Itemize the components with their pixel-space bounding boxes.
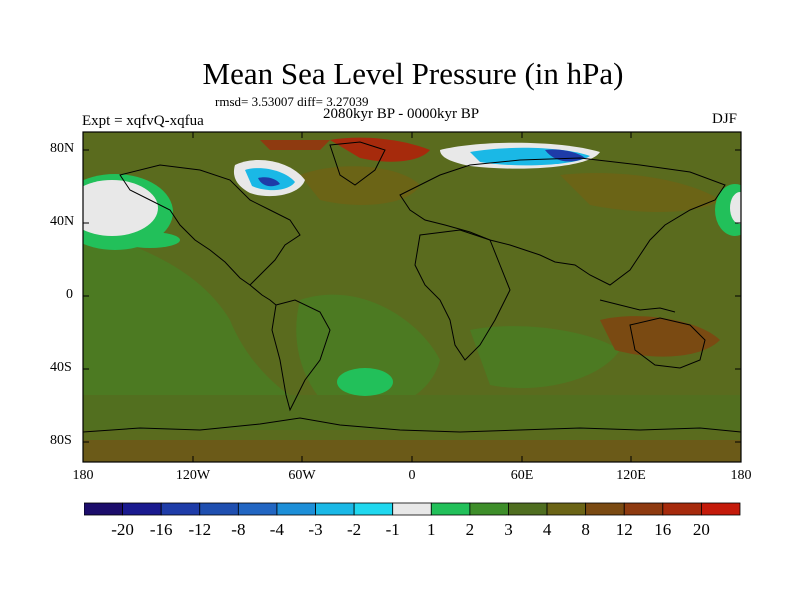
colorbar-label-3: -8 (231, 520, 246, 539)
field-south-atlantic-green (296, 294, 440, 413)
colorbar-swatch-0 (84, 502, 123, 516)
coastlines (83, 141, 741, 433)
colorbar-swatch-12 (546, 502, 587, 516)
colorbar-label-10: 3 (504, 520, 513, 539)
lon-label-60w: 60W (288, 468, 316, 483)
colorbar-swatch-8 (392, 502, 432, 516)
coast-australia (629, 317, 706, 369)
coast-south-america (271, 299, 331, 412)
colorbar-swatch-4 (237, 502, 278, 516)
colorbar-swatch-14 (623, 502, 664, 516)
colorbar-swatch-13 (585, 502, 625, 516)
experiment-label: Expt = xqfvQ-xqfua (82, 113, 204, 129)
lat-label-40n: 40N (50, 214, 75, 229)
season-label: DJF (712, 111, 738, 127)
field-indian-green (470, 326, 620, 389)
field-southern-band (83, 395, 741, 430)
lat-label-0: 0 (66, 287, 73, 302)
colorbar-label-6: -2 (347, 520, 362, 539)
colorbar-label-1: -16 (149, 520, 173, 539)
field-arctic-darkred (260, 140, 330, 150)
colorbar-label-9: 2 (465, 520, 475, 539)
lat-label-80n: 80N (50, 141, 75, 156)
colorbar-label-13: 12 (615, 520, 633, 539)
colorbar-label-4: -4 (269, 520, 284, 539)
field-pacific-green-band (120, 232, 180, 248)
colorbar-swatch-7 (353, 502, 394, 516)
coast-indonesia (599, 299, 676, 313)
colorbar-swatch-2 (160, 502, 201, 516)
lon-label-0: 0 (408, 468, 416, 483)
field-greenland-blue (258, 177, 280, 187)
colorbar-label-14: 16 (654, 520, 672, 539)
colorbar-label-5: -3 (308, 520, 323, 539)
field-north-atlantic-brown (300, 166, 420, 205)
colorbar-swatch-15 (662, 502, 702, 516)
lon-label-120e: 120E (616, 468, 646, 483)
colorbar-swatch-9 (430, 502, 471, 516)
colorbar-label-12: 8 (581, 520, 590, 539)
coast-greenland (329, 141, 386, 186)
colorbar-label-2: -12 (188, 520, 212, 539)
colorbar-swatch-6 (315, 502, 355, 516)
lon-label-180w: 180 (72, 468, 94, 483)
colorbar-swatch-5 (276, 502, 316, 516)
lat-label-40s: 40S (50, 360, 72, 375)
colorbar-swatch-16 (701, 502, 741, 516)
coast-central-america (249, 284, 277, 306)
field-south-atlantic-low (337, 368, 393, 396)
colorbar-swatch-3 (199, 502, 239, 516)
field-antarctic-brown (83, 440, 741, 462)
colorbar-label-15: 20 (692, 520, 710, 539)
lat-label-80s: 80S (50, 433, 72, 448)
lon-label-60e: 60E (510, 468, 534, 483)
field-siberia-brown (560, 172, 720, 212)
lon-label-180e: 180 (730, 468, 752, 483)
field-pacific-low-white (83, 180, 158, 236)
map-field (83, 132, 741, 462)
coast-africa (414, 229, 511, 361)
tick-marks (82, 132, 742, 462)
colorbar-label-8: 1 (427, 520, 436, 539)
map-title: Mean Sea Level Pressure (in hPa) (202, 56, 624, 91)
colorbar-label-0: -20 (111, 520, 134, 539)
field-arctic-red (330, 137, 430, 162)
field-pacific-green (83, 230, 380, 430)
colorbar (84, 502, 741, 516)
lon-label-120w: 120W (175, 468, 211, 483)
rmsd-diff-stats: rmsd= 3.53007 diff= 3.27039 (215, 94, 369, 109)
field-pacific-east-white (730, 192, 741, 224)
coast-north-america (119, 164, 301, 286)
colorbar-swatch-11 (508, 502, 548, 516)
colorbar-label-7: -1 (385, 520, 400, 539)
colorbar-swatch-10 (469, 502, 509, 516)
colorbar-swatch-1 (122, 502, 162, 516)
coast-antarctica (83, 417, 741, 433)
period-label: 2080kyr BP - 0000kyr BP (323, 106, 480, 122)
colorbar-label-11: 4 (542, 520, 552, 539)
coast-eurasia (399, 157, 726, 286)
